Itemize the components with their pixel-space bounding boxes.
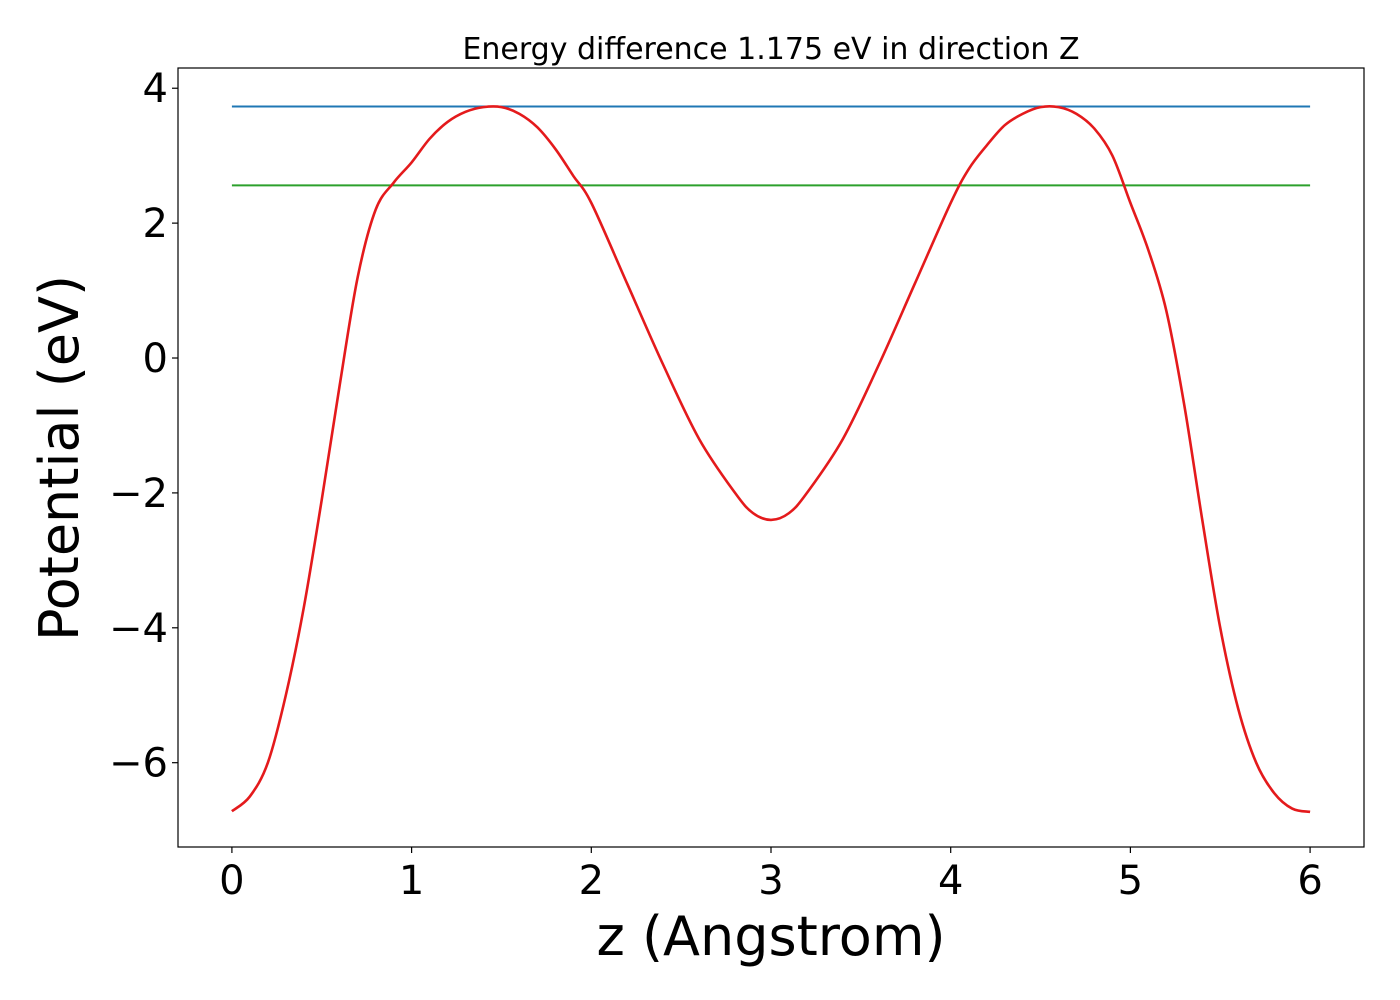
y-tick-label: −2 bbox=[109, 471, 168, 517]
y-tick-label: 0 bbox=[143, 336, 168, 382]
x-tick-label: 5 bbox=[1118, 858, 1143, 904]
x-tick-label: 4 bbox=[938, 858, 963, 904]
y-tick-label: 2 bbox=[143, 201, 168, 247]
x-axis: 0 1 2 3 4 5 6 bbox=[219, 847, 1323, 904]
y-tick-label: −6 bbox=[109, 741, 168, 787]
x-tick-label: 2 bbox=[579, 858, 604, 904]
potential-curve bbox=[231, 104, 1311, 814]
chart-title: Energy difference 1.175 eV in direction … bbox=[462, 32, 1079, 67]
x-tick-label: 3 bbox=[758, 858, 783, 904]
x-tick-label: 1 bbox=[399, 858, 424, 904]
y-tick-label: 4 bbox=[143, 66, 168, 112]
y-tick-label: −4 bbox=[109, 606, 168, 652]
y-axis-label: Potential (eV) bbox=[28, 275, 91, 641]
series-layer bbox=[231, 104, 1311, 814]
y-axis: −6 −4 −2 0 2 4 bbox=[109, 66, 178, 787]
x-tick-label: 6 bbox=[1297, 858, 1322, 904]
x-tick-label: 0 bbox=[219, 858, 244, 904]
x-axis-label: z (Angstrom) bbox=[596, 905, 945, 968]
